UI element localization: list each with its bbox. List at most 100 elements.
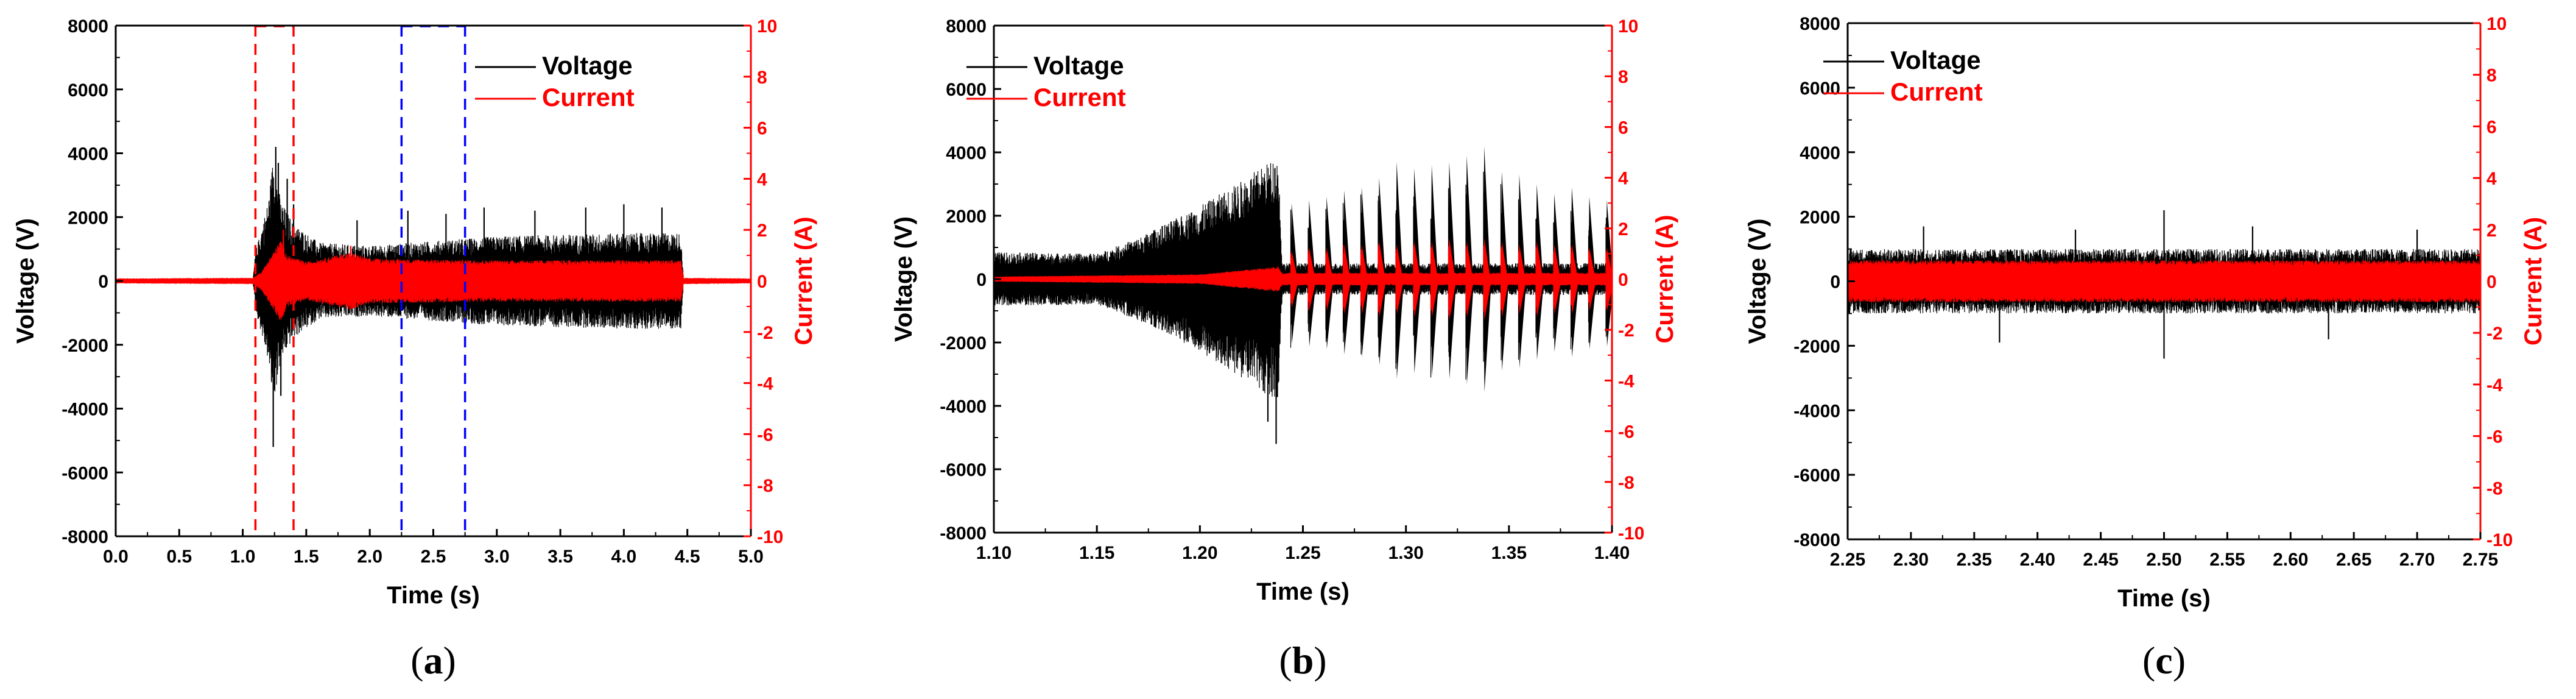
y-right-tick-label: -6 bbox=[757, 425, 773, 445]
y-left-tick-label: 6000 bbox=[68, 80, 108, 101]
legend-label-current: Current bbox=[1033, 83, 1126, 112]
y-left-tick-label: 8000 bbox=[68, 16, 108, 37]
series-current-burst-trough bbox=[1465, 279, 1474, 318]
y-right-tick-label: 10 bbox=[1618, 16, 1638, 37]
y-left-tick-label: -4000 bbox=[1793, 401, 1840, 421]
series-current-burst-trough bbox=[1431, 279, 1439, 318]
legend-label-voltage: Voltage bbox=[1890, 46, 1981, 74]
y-right-tick-label: 0 bbox=[1618, 270, 1628, 290]
x-axis-title: Time (s) bbox=[1256, 578, 1350, 605]
series-current-burst-trough bbox=[1343, 279, 1352, 314]
series-current-burst-peak bbox=[1307, 247, 1315, 279]
x-tick-label: 4.0 bbox=[611, 547, 637, 567]
x-tick-label: 4.5 bbox=[675, 547, 700, 567]
y-left-axis-title: Voltage (V) bbox=[12, 218, 39, 344]
y-left-tick-label: -4000 bbox=[62, 400, 108, 420]
series-current-burst-trough bbox=[1448, 279, 1457, 321]
y-right-tick-label: 4 bbox=[1618, 169, 1628, 189]
series-current-burst-peak bbox=[1553, 244, 1561, 279]
y-right-tick-label: -2 bbox=[1618, 321, 1635, 341]
panel-label: (a) bbox=[410, 639, 456, 682]
x-axis-title: Time (s) bbox=[387, 582, 480, 609]
y-left-tick-label: -6000 bbox=[940, 460, 987, 480]
x-tick-label: 2.45 bbox=[2083, 550, 2118, 570]
series-current-burst-peak bbox=[1395, 244, 1403, 279]
plot-area bbox=[1848, 210, 2480, 359]
y-right-tick-label: 8 bbox=[2486, 66, 2497, 86]
y-right-axis-title: Current (A) bbox=[790, 216, 817, 345]
y-left-tick-label: -8000 bbox=[940, 523, 987, 544]
panel-label-open: ( bbox=[2142, 639, 2155, 682]
x-tick-label: 1.0 bbox=[230, 547, 256, 567]
y-right-tick-label: 6 bbox=[757, 119, 767, 139]
series-current-burst-peak bbox=[1483, 238, 1491, 279]
y-left-tick-label: 8000 bbox=[946, 16, 987, 37]
y-right-tick-label: -10 bbox=[2486, 530, 2513, 550]
series-current-burst-trough bbox=[1360, 279, 1369, 314]
series-current-burst-peak bbox=[1413, 241, 1421, 279]
y-left-tick-label: -6000 bbox=[62, 463, 108, 483]
series-current-burst-trough bbox=[1413, 279, 1422, 318]
panel-label-close: ) bbox=[443, 639, 456, 682]
chart-panel-a: 0.0 0.5 1.0 1.5 2.0 2.5 3.0 3.5 4.0 4.5 5.08000600… bbox=[12, 16, 817, 682]
series-current-burst-trough bbox=[1605, 279, 1612, 311]
series-current-trace bbox=[1848, 260, 2480, 302]
series-current-burst-peak bbox=[1343, 244, 1351, 279]
legend-label-current: Current bbox=[542, 83, 635, 112]
x-tick-label: 1.5 bbox=[294, 547, 319, 567]
y-right-tick-label: 0 bbox=[2486, 272, 2497, 293]
y-right-tick-label: -4 bbox=[2486, 375, 2503, 396]
x-tick-label: 2.0 bbox=[357, 547, 382, 567]
panel-label-open: ( bbox=[1279, 639, 1292, 682]
y-right-tick-label: -6 bbox=[2486, 427, 2503, 447]
y-left-tick-label: 8000 bbox=[1800, 14, 1840, 34]
panel-label: (c) bbox=[2142, 639, 2186, 682]
y-left-tick-label: -2000 bbox=[1793, 336, 1840, 357]
plot-area bbox=[116, 147, 751, 447]
y-left-tick-label: 0 bbox=[976, 270, 987, 290]
y-right-tick-label: 8 bbox=[1618, 67, 1628, 87]
x-tick-label: 0.5 bbox=[166, 547, 192, 567]
y-right-axis-title: Current (A) bbox=[1652, 215, 1678, 343]
y-left-tick-label: 4000 bbox=[946, 143, 987, 163]
y-right-tick-label: 0 bbox=[757, 272, 767, 292]
panel-label: (b) bbox=[1279, 639, 1326, 682]
x-tick-label: 2.65 bbox=[2336, 550, 2371, 570]
series-current-burst-trough bbox=[1290, 279, 1299, 308]
legend-label-voltage: Voltage bbox=[1033, 51, 1124, 80]
y-left-tick-label: 6000 bbox=[946, 80, 987, 100]
y-right-tick-label: 10 bbox=[757, 16, 777, 37]
series-current-burst-trough bbox=[1395, 279, 1404, 314]
y-left-axis-title: Voltage (V) bbox=[1744, 219, 1771, 344]
y-right-tick-label: 2 bbox=[757, 221, 767, 241]
y-right-tick-label: 10 bbox=[2486, 14, 2507, 34]
series-current-burst-trough bbox=[1588, 279, 1597, 311]
series-current-burst-peak bbox=[1588, 247, 1596, 279]
x-tick-label: 2.40 bbox=[2020, 550, 2055, 570]
series-current-burst-peak bbox=[1378, 241, 1385, 279]
x-tick-label: 2.30 bbox=[1893, 550, 1929, 570]
x-tick-label: 5.0 bbox=[738, 547, 764, 567]
x-tick-label: 1.40 bbox=[1594, 543, 1630, 563]
x-tick-label: 3.5 bbox=[547, 547, 573, 567]
x-tick-label: 1.30 bbox=[1388, 543, 1423, 563]
series-current-trace bbox=[116, 241, 751, 320]
series-current-burst-peak bbox=[1325, 247, 1333, 279]
y-left-tick-label: -2000 bbox=[940, 333, 987, 353]
y-right-tick-label: 6 bbox=[1618, 118, 1628, 138]
y-left-tick-label: -8000 bbox=[1793, 530, 1840, 550]
panel-label-open: ( bbox=[410, 639, 423, 682]
series-current-burst-peak bbox=[1501, 241, 1508, 279]
series-current-burst-peak bbox=[1535, 241, 1543, 279]
x-tick-label: 1.20 bbox=[1182, 543, 1217, 563]
y-left-tick-label: -6000 bbox=[1793, 466, 1840, 486]
y-left-tick-label: 6000 bbox=[1800, 79, 1840, 99]
series-current-burst-peak bbox=[1571, 244, 1578, 279]
y-right-tick-label: -6 bbox=[1618, 422, 1635, 442]
panel-label-letter: a bbox=[424, 639, 443, 682]
x-tick-label: 2.50 bbox=[2146, 550, 2181, 570]
series-current-burst-trough bbox=[1378, 279, 1387, 318]
x-tick-label: 1.25 bbox=[1285, 543, 1320, 563]
series-current-burst-trough bbox=[1571, 279, 1579, 314]
